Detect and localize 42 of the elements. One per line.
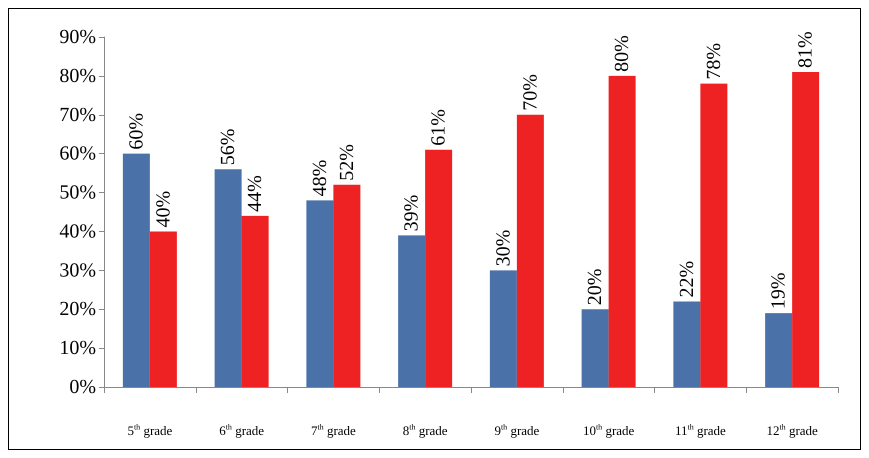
data-label: 20%: [584, 268, 606, 306]
data-label: 70%: [519, 74, 542, 111]
bar: [306, 200, 334, 387]
y-tick-label: 40%: [59, 220, 96, 242]
data-label: 52%: [336, 144, 358, 181]
data-label: 48%: [308, 160, 331, 196]
bar: [608, 76, 636, 387]
y-tick-label: 80%: [59, 64, 96, 87]
data-label: 39%: [400, 194, 423, 232]
bar: [122, 154, 150, 387]
bar: [425, 150, 452, 387]
y-tick-label: 70%: [59, 104, 96, 126]
data-label: 80%: [611, 35, 634, 72]
data-label: 22%: [676, 260, 698, 298]
data-label: 19%: [768, 272, 790, 310]
data-label: 30%: [492, 230, 514, 266]
bar: [333, 184, 360, 387]
y-tick-label: 10%: [59, 337, 96, 360]
bar: [490, 270, 517, 387]
bar: [516, 114, 544, 387]
bar: [765, 313, 792, 387]
bar: [673, 301, 700, 387]
bar: [242, 216, 269, 387]
data-label: 56%: [217, 128, 240, 166]
y-tick-label: 90%: [59, 26, 96, 48]
bar: [700, 84, 728, 387]
y-tick-label: 60%: [59, 142, 96, 165]
bar: [398, 235, 426, 387]
data-label: 60%: [125, 112, 148, 150]
y-tick-label: 50%: [59, 182, 96, 204]
data-label: 78%: [702, 42, 725, 80]
bar: [792, 72, 820, 387]
data-label: 44%: [244, 175, 266, 212]
y-tick-label: 30%: [59, 259, 96, 282]
bar: [150, 231, 177, 387]
data-label: 81%: [794, 31, 817, 68]
y-tick-label: 20%: [59, 298, 96, 320]
y-tick-label: 0%: [69, 376, 96, 398]
data-label: 40%: [152, 190, 174, 228]
bar: [214, 169, 242, 387]
bar: [582, 309, 609, 387]
data-label: 61%: [428, 109, 450, 146]
